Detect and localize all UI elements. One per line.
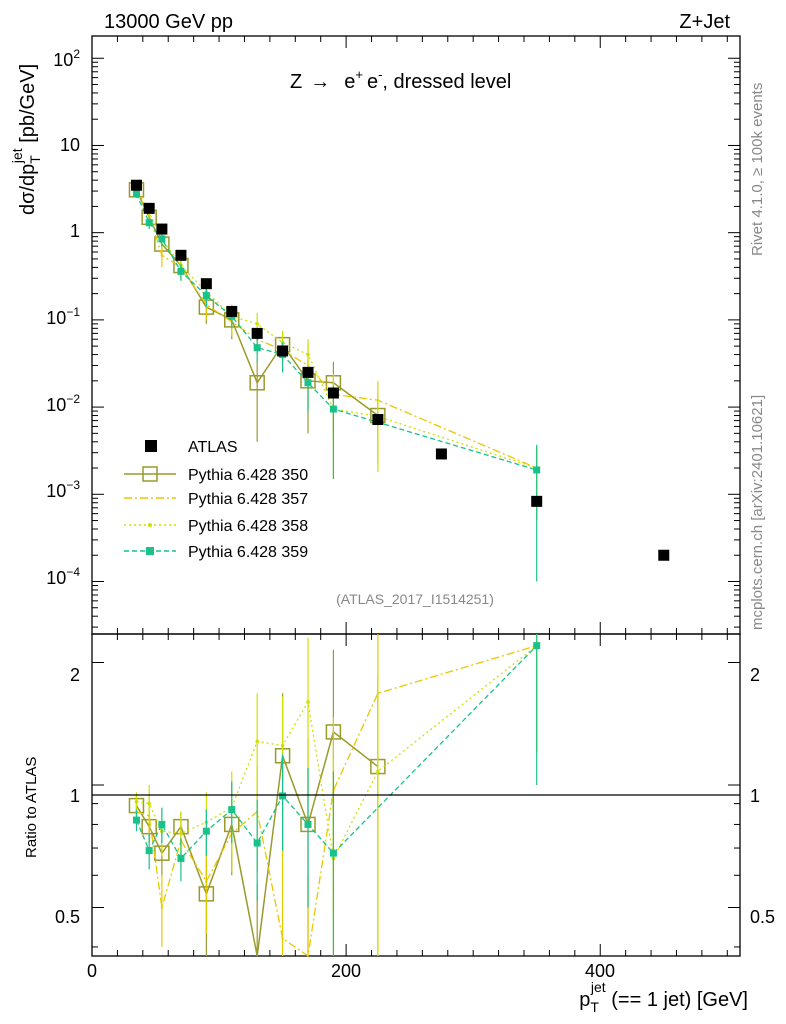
ratio-tick-label-right-0.5: 0.5 bbox=[750, 907, 775, 927]
atlas-point-130 bbox=[251, 327, 263, 339]
marker-p359-70 bbox=[177, 267, 185, 275]
marker-p359-45 bbox=[145, 219, 153, 227]
x-tick-label-400: 400 bbox=[585, 961, 615, 981]
x-tick-label-0: 0 bbox=[87, 961, 97, 981]
ratio-marker-p359-45 bbox=[145, 847, 153, 855]
ratio-marker-p359-170 bbox=[304, 820, 312, 828]
ratio-marker-p358-150 bbox=[280, 743, 285, 748]
series-line-p359 bbox=[135, 193, 537, 471]
legend-357-label: Pythia 6.428 357 bbox=[188, 491, 308, 508]
ratio-marker-p359-35 bbox=[132, 816, 140, 824]
main-series-layer bbox=[128, 179, 670, 582]
atlas-point-350 bbox=[531, 495, 543, 507]
atlas-point-150 bbox=[277, 345, 289, 357]
legend-350-label: Pythia 6.428 350 bbox=[188, 467, 308, 484]
ratio-marker-p357-150 bbox=[281, 937, 284, 940]
marker-p359-35 bbox=[132, 190, 140, 198]
marker-p359-350 bbox=[533, 466, 541, 474]
ratio-marker-p359-190 bbox=[329, 849, 337, 857]
marker-p359-170 bbox=[304, 379, 312, 387]
y-tick-label-1e-2: 10−2 bbox=[46, 392, 80, 415]
y-tick-label-1e-4: 10−4 bbox=[46, 565, 80, 588]
marker-p359-55 bbox=[158, 235, 166, 243]
atlas-point-275 bbox=[435, 448, 447, 460]
atlas-point-70 bbox=[175, 249, 187, 261]
ratio-marker-p358-45 bbox=[147, 801, 151, 806]
rivet-label: Rivet 4.1.0, ≥ 100k events bbox=[749, 83, 766, 256]
ratio-marker-p359-110 bbox=[228, 806, 236, 814]
ratio-marker-p358-225 bbox=[376, 769, 380, 774]
series-line-p358 bbox=[135, 188, 537, 469]
legend-359-marker bbox=[146, 547, 154, 555]
ratio-marker-p359-350 bbox=[533, 642, 541, 650]
marker-p357-55 bbox=[160, 254, 164, 257]
x-axis-label: pTjet (== 1 jet) [GeV] bbox=[579, 979, 748, 1015]
ratio-marker-p357-90 bbox=[205, 880, 208, 883]
atlas-point-450 bbox=[658, 549, 670, 561]
legend-359-label: Pythia 6.428 359 bbox=[188, 544, 308, 561]
y-tick-label-1e-1: 10−1 bbox=[46, 305, 80, 328]
ratio-line-p359 bbox=[135, 645, 538, 860]
y-tick-label-1e-3: 10−3 bbox=[46, 478, 80, 501]
marker-p359-130 bbox=[253, 344, 261, 352]
atlas-point-190 bbox=[327, 387, 339, 399]
y-tick-label-1e2: 102 bbox=[53, 47, 80, 70]
series-line-p357 bbox=[135, 190, 537, 469]
axis-ticks bbox=[91, 36, 740, 956]
atlas-point-45 bbox=[143, 202, 155, 214]
header-left: 13000 GeV pp bbox=[104, 11, 233, 33]
atlas-point-110 bbox=[226, 305, 238, 317]
ratio-marker-p358-130 bbox=[255, 739, 259, 744]
marker-p358-130 bbox=[255, 322, 259, 326]
y-tick-label-1e1: 10 bbox=[60, 135, 80, 155]
process-label: Z → e+ e-, dressed level bbox=[290, 67, 511, 93]
marker-p359-190 bbox=[329, 405, 337, 413]
ratio-marker-p358-70 bbox=[179, 831, 183, 836]
legend-358-label: Pythia 6.428 358 bbox=[188, 518, 308, 535]
legend-350-marker bbox=[142, 466, 158, 482]
analysis-id: (ATLAS_2017_I1514251) bbox=[336, 591, 494, 607]
ratio-line-p358 bbox=[136, 645, 538, 861]
ratio-marker-p358-170 bbox=[306, 700, 310, 704]
marker-p359-90 bbox=[202, 292, 210, 300]
legend: ATLAS Pythia 6.428 350 Pythia 6.428 357 … bbox=[124, 439, 308, 561]
atlas-point-35 bbox=[130, 179, 142, 191]
ratio-line-p357 bbox=[136, 645, 537, 958]
ratio-marker-p359-55 bbox=[158, 820, 166, 828]
ratio-tick-label-right-2: 2 bbox=[750, 665, 760, 685]
atlas-point-225 bbox=[372, 414, 384, 426]
atlas-point-90 bbox=[200, 278, 212, 290]
legend-atlas-label: ATLAS bbox=[188, 439, 238, 456]
legend-358-marker bbox=[148, 523, 152, 527]
header-right: Z+Jet bbox=[679, 11, 730, 33]
ratio-marker-p359-70 bbox=[177, 854, 185, 862]
ratio-marker-p357-55 bbox=[160, 906, 164, 909]
ratio-marker-p358-35 bbox=[134, 799, 139, 804]
y-tick-label-1: 1 bbox=[70, 221, 80, 241]
ratio-tick-label-0.5: 0.5 bbox=[55, 907, 80, 927]
marker-p358-170 bbox=[306, 352, 310, 357]
ratio-tick-label-1: 1 bbox=[70, 786, 80, 806]
ratio-series-layer bbox=[128, 634, 541, 958]
marker-p350-130 bbox=[249, 375, 265, 391]
ratio-tick-label-right-1: 1 bbox=[750, 786, 760, 806]
mcplots-label: mcplots.cern.ch [arXiv:2401.10621] bbox=[749, 395, 766, 630]
atlas-point-55 bbox=[156, 223, 168, 235]
ratio-marker-p359-130 bbox=[253, 839, 261, 847]
ratio-marker-p359-150 bbox=[279, 792, 287, 800]
atlas-point-170 bbox=[302, 366, 314, 378]
y-axis-label: dσ/dpTjet [pb/GeV] bbox=[9, 64, 43, 215]
ratio-tick-label-2: 2 bbox=[70, 665, 80, 685]
x-tick-label-200: 200 bbox=[331, 961, 361, 981]
ratio-y-axis-label: Ratio to ATLAS bbox=[23, 757, 40, 858]
ratio-marker-p359-90 bbox=[202, 827, 210, 835]
legend-atlas-marker bbox=[145, 440, 157, 452]
